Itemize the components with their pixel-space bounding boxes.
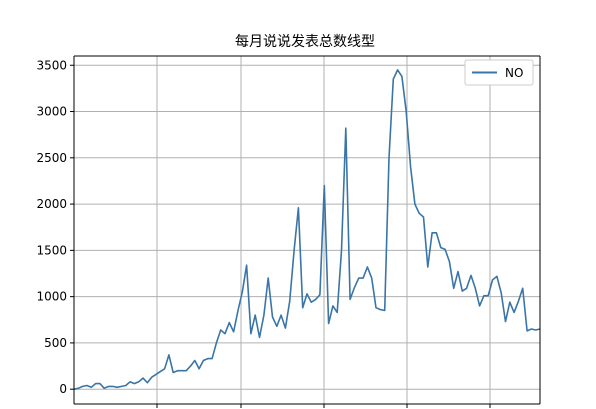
legend: NO	[464, 59, 534, 86]
y-tick-label: 2000	[36, 197, 67, 211]
series-line-no	[73, 69, 541, 390]
y-tick-label: 500	[44, 336, 67, 350]
y-tick-label: 0	[59, 382, 67, 396]
y-tick-label: 2500	[36, 151, 67, 165]
y-tick-label: 1000	[36, 290, 67, 304]
y-tick-label: 1500	[36, 243, 67, 257]
y-tick-label: 3500	[36, 58, 67, 72]
chart-title: 每月说说发表总数线型	[235, 34, 375, 50]
legend-label: NO	[505, 66, 523, 80]
y-tick-label: 3000	[36, 105, 67, 119]
grid-lines	[74, 56, 540, 404]
legend-box	[464, 59, 534, 86]
series-layer	[73, 69, 541, 390]
axes: 0 500 1000 1500 2000 2500 3000 3500	[36, 55, 541, 408]
